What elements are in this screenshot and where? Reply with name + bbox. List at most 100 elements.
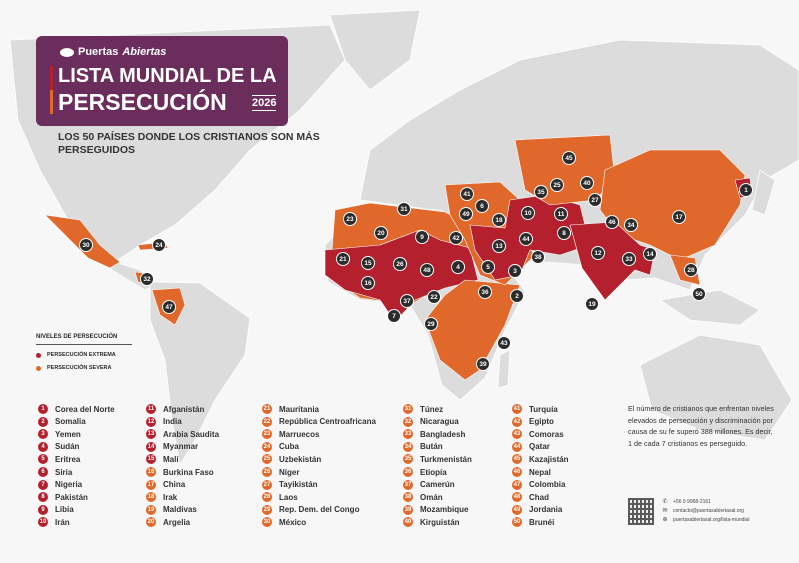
map-marker[interactable]: 15 (361, 256, 375, 270)
list-item: 37 Camerún (403, 479, 455, 490)
map-marker[interactable]: 28 (684, 263, 698, 277)
rank-badge: 30 (262, 517, 272, 528)
rank-badge: 43 (512, 429, 522, 440)
qr-code[interactable] (628, 498, 654, 525)
map-marker[interactable]: 29 (424, 317, 438, 331)
country-name: China (163, 480, 186, 490)
map-marker[interactable]: 11 (554, 207, 568, 221)
map-marker[interactable]: 3 (508, 264, 522, 278)
contact-email[interactable]: ✉ contacto@puertasabiertasal.org (662, 507, 749, 516)
map-marker[interactable]: 14 (643, 247, 657, 261)
map-marker[interactable]: 2 (510, 289, 524, 303)
list-item: 1 Corea del Norte (38, 404, 115, 414)
contact-web[interactable]: ⊕ puertasabiertasal.org/lista-mundial (662, 516, 749, 525)
map-marker[interactable]: 30 (79, 238, 93, 252)
map-marker[interactable]: 45 (562, 151, 576, 165)
country-name: Níger (279, 467, 300, 477)
country-name: Eritrea (55, 454, 81, 464)
map-marker[interactable]: 7 (387, 309, 401, 323)
rank-badge: 4 (38, 441, 48, 452)
rank-badge: 44 (512, 441, 522, 452)
country-name: Bután (420, 442, 443, 452)
map-marker[interactable]: 5 (481, 260, 495, 274)
map-marker[interactable]: 24 (152, 238, 166, 252)
rank-badge: 46 (512, 467, 522, 477)
list-item: 19 Maldivas (146, 504, 197, 515)
map-marker[interactable]: 6 (475, 199, 489, 213)
contact-phone[interactable]: ✆ +56 9 9968-2161 (662, 498, 749, 507)
country-name: Cuba (279, 442, 299, 452)
map-marker[interactable]: 12 (591, 246, 605, 260)
map-marker[interactable]: 46 (605, 215, 619, 229)
rank-badge: 20 (146, 517, 156, 528)
map-marker[interactable]: 18 (492, 213, 506, 227)
list-item: 18 Irak (146, 492, 178, 503)
map-marker[interactable]: 41 (460, 187, 474, 201)
list-item: 31 Túnez (403, 404, 443, 414)
rank-badge: 19 (146, 504, 156, 515)
map-marker[interactable]: 37 (400, 294, 414, 308)
map-marker[interactable]: 47 (162, 300, 176, 314)
list-item: 12 India (146, 416, 182, 427)
list-item: 22 República Centroafricana (262, 416, 376, 427)
rank-badge: 38 (403, 492, 413, 503)
rank-badge: 40 (403, 517, 413, 528)
map-marker[interactable]: 19 (585, 297, 599, 311)
country-name: Afganistán (163, 404, 205, 414)
map-marker[interactable]: 32 (140, 272, 154, 286)
rank-badge: 22 (262, 416, 272, 427)
rank-badge: 16 (146, 467, 156, 477)
country-name: Irak (163, 492, 178, 502)
list-item: 46 Nepal (512, 467, 551, 477)
rank-badge: 25 (262, 454, 272, 465)
legend-title: NIVELES DE PERSECUCIÓN (36, 334, 132, 345)
map-marker[interactable]: 1 (739, 183, 753, 197)
rank-badge: 37 (403, 479, 413, 490)
map-marker[interactable]: 13 (492, 239, 506, 253)
country-name: Maldivas (163, 505, 197, 515)
map-marker[interactable]: 20 (374, 226, 388, 240)
country-name: Etiopía (420, 467, 447, 477)
map-marker[interactable]: 9 (415, 230, 429, 244)
map-marker[interactable]: 27 (588, 193, 602, 207)
map-marker[interactable]: 8 (557, 226, 571, 240)
map-marker[interactable]: 39 (476, 357, 490, 371)
rank-badge: 11 (146, 404, 156, 414)
map-marker[interactable]: 42 (449, 231, 463, 245)
map-marker[interactable]: 21 (336, 252, 350, 266)
map-marker[interactable]: 33 (622, 252, 636, 266)
country-name: Comoras (529, 429, 564, 439)
map-marker[interactable]: 16 (361, 276, 375, 290)
map-marker[interactable]: 50 (692, 287, 706, 301)
country-name: Chad (529, 492, 549, 502)
map-marker[interactable]: 22 (427, 290, 441, 304)
map-marker[interactable]: 35 (534, 185, 548, 199)
map-marker[interactable]: 48 (420, 263, 434, 277)
map-marker[interactable]: 49 (459, 207, 473, 221)
phone-text: +56 9 9968-2161 (673, 499, 711, 505)
rank-badge: 23 (262, 429, 272, 440)
list-item: 14 Myanmar (146, 441, 198, 452)
greenland (329, 9, 421, 91)
map-marker[interactable]: 4 (451, 260, 465, 274)
map-marker[interactable]: 31 (397, 202, 411, 216)
map-marker[interactable]: 26 (393, 257, 407, 271)
map-marker[interactable]: 34 (624, 218, 638, 232)
list-item: 11 Afganistán (146, 404, 204, 414)
list-item: 39 Mozambique (403, 504, 468, 515)
country-name: Bangladesh (420, 429, 466, 439)
map-marker[interactable]: 43 (497, 336, 511, 350)
map-marker[interactable]: 25 (550, 178, 564, 192)
map-marker[interactable]: 23 (343, 212, 357, 226)
mail-icon: ✉ (662, 508, 668, 514)
country-name: Rep. Dem. del Congo (279, 505, 360, 515)
map-marker[interactable]: 38 (531, 250, 545, 264)
map-marker[interactable]: 44 (519, 232, 533, 246)
map-marker[interactable]: 36 (478, 285, 492, 299)
list-item: 5 Eritrea (38, 454, 81, 465)
map-marker[interactable]: 17 (672, 210, 686, 224)
map-marker[interactable]: 40 (580, 176, 594, 190)
rank-badge: 17 (146, 479, 156, 490)
map-marker[interactable]: 10 (521, 206, 535, 220)
rank-badge: 9 (38, 504, 48, 515)
